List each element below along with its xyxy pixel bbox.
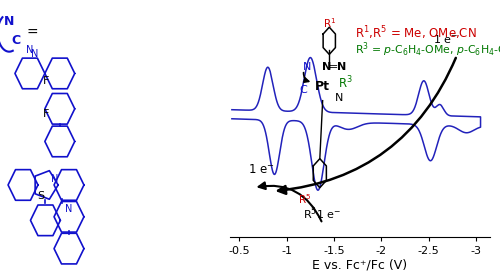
Text: R$^5$: R$^5$ — [298, 192, 312, 206]
Text: F: F — [43, 109, 49, 119]
Text: N: N — [4, 15, 14, 28]
Text: Pt: Pt — [315, 80, 330, 93]
Text: R$^5$1 e$^{-}$: R$^5$1 e$^{-}$ — [303, 205, 341, 222]
Text: N: N — [304, 62, 312, 72]
Text: N: N — [31, 50, 38, 59]
Text: N$\!\!=\!\!$N: N$\!\!=\!\!$N — [321, 60, 347, 72]
Text: N: N — [51, 174, 59, 184]
Text: N: N — [334, 93, 343, 103]
Text: 1 e$^{-}$: 1 e$^{-}$ — [433, 33, 458, 45]
X-axis label: E vs. Fc⁺/Fc (V): E vs. Fc⁺/Fc (V) — [312, 258, 408, 271]
Text: R$^3$: R$^3$ — [338, 74, 353, 91]
Text: R$^1$,R$^5$ = Me, OMe,CN: R$^1$,R$^5$ = Me, OMe,CN — [355, 24, 476, 42]
Text: S: S — [38, 191, 44, 200]
Text: 1 e$^{-}$: 1 e$^{-}$ — [248, 163, 274, 176]
Text: =: = — [26, 26, 38, 40]
Text: F: F — [43, 76, 49, 86]
Text: R$^1$: R$^1$ — [322, 16, 336, 30]
Text: C: C — [300, 85, 308, 95]
Text: N: N — [66, 204, 72, 214]
Text: R$^3$ = $p$-C$_6$H$_4$-OMe, $p$-C$_6$H$_4$-CN, CN: R$^3$ = $p$-C$_6$H$_4$-OMe, $p$-C$_6$H$_… — [355, 41, 500, 59]
Text: C: C — [12, 34, 20, 47]
Text: N: N — [26, 45, 34, 55]
